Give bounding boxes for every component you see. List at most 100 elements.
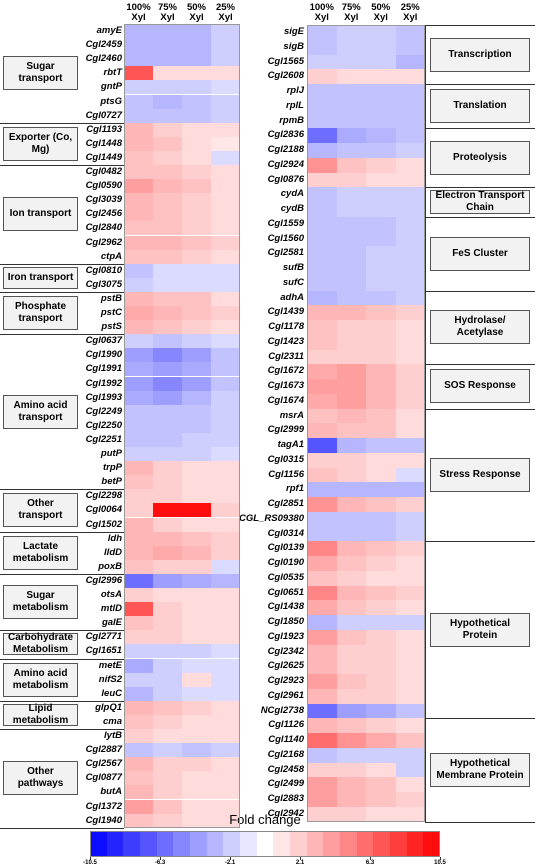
heat-cell	[395, 320, 425, 335]
heat-cell	[395, 246, 425, 261]
heat-cell	[307, 320, 337, 335]
gene-label: pstS	[101, 321, 122, 333]
gene-label: Cgl1448	[85, 137, 122, 149]
colorbar-tick-label: -10.5	[83, 860, 97, 866]
heat-cell	[153, 447, 182, 462]
gene-label: Cgl1651	[85, 645, 122, 657]
heat-cell	[124, 136, 153, 151]
heat-cell	[124, 447, 153, 462]
heat-cell	[153, 686, 182, 701]
heat-cell	[153, 757, 182, 772]
heat-cell	[366, 615, 396, 630]
heat-cell	[182, 221, 211, 236]
group-separator	[425, 290, 535, 292]
heat-cell	[124, 700, 153, 715]
heat-cell	[307, 570, 337, 586]
heat-cell	[395, 467, 425, 483]
heat-cell	[366, 659, 396, 674]
heat-cell	[395, 556, 425, 571]
heat-cell	[307, 408, 337, 424]
heat-cell	[395, 334, 425, 350]
gene-label: Cgl0315	[267, 453, 304, 465]
heat-cell	[307, 674, 337, 689]
gene-label: rplJ	[286, 85, 304, 96]
gene-label: Cgl2249	[85, 405, 122, 417]
colorbar-tick-label: -2.1	[224, 860, 236, 866]
heat-cell	[153, 404, 182, 419]
colorbar-tick	[160, 857, 161, 860]
heat-cell	[182, 207, 211, 222]
heat-cell	[336, 172, 366, 188]
heat-cell	[366, 187, 396, 202]
heat-cell	[395, 585, 425, 601]
heat-cell	[182, 602, 211, 617]
group-separator	[0, 263, 124, 265]
group-label: Iron transport	[3, 266, 78, 289]
heat-cell	[336, 379, 366, 394]
heat-cell	[124, 52, 153, 67]
heat-cell	[182, 559, 211, 574]
heat-cell	[124, 165, 153, 180]
heat-cell	[211, 475, 240, 490]
heat-cell	[395, 511, 425, 527]
heat-cell	[307, 556, 337, 571]
heat-cell	[182, 94, 211, 109]
colorbar-step	[423, 831, 441, 857]
gene-label: Cgl1372	[85, 800, 122, 812]
gene-label: otsA	[100, 589, 122, 600]
gene-label: amyE	[96, 25, 122, 36]
heat-cell	[336, 792, 366, 807]
colorbar-frame	[90, 831, 440, 857]
heat-cell	[182, 447, 211, 462]
heat-cell	[211, 348, 240, 363]
heat-cell	[307, 659, 337, 674]
heat-cell	[395, 806, 425, 822]
heat-cell	[182, 320, 211, 335]
gene-label: Cgl1193	[86, 123, 122, 135]
heat-cell	[336, 570, 366, 586]
group-separator	[425, 187, 535, 189]
heat-cell	[395, 423, 425, 438]
gene-label: CGL_RS09380	[239, 512, 304, 524]
heat-cell	[336, 393, 366, 409]
gene-label: Cgl1993	[85, 391, 122, 403]
heat-cell	[182, 80, 211, 95]
heat-cell	[124, 362, 153, 377]
gene-label: Cgl0482	[85, 166, 122, 177]
colorbar-tick	[440, 857, 441, 860]
heat-cell	[395, 674, 425, 689]
colorbar-tick-label: 10.5	[434, 860, 446, 866]
gene-label: metE	[98, 659, 122, 671]
heat-cell	[366, 202, 396, 217]
heat-cell	[336, 747, 366, 763]
colorbar-step	[290, 831, 308, 857]
heat-cell	[153, 235, 182, 250]
heat-cell	[336, 246, 366, 261]
colorbar-step	[373, 831, 391, 857]
heat-cell	[124, 207, 153, 222]
heat-cell	[211, 700, 240, 715]
group-divider	[425, 25, 426, 822]
heat-cell	[336, 600, 366, 615]
heat-cell	[336, 261, 366, 276]
heat-cell	[395, 305, 425, 320]
gene-label: Cgl1439	[267, 306, 304, 318]
heat-cell	[211, 432, 240, 447]
heat-cell	[182, 545, 211, 560]
heat-cell	[211, 644, 240, 659]
gene-label: Cgl1126	[268, 719, 304, 731]
heat-cell	[366, 703, 396, 719]
heat-cell	[366, 733, 396, 748]
colorbar-step	[323, 831, 341, 857]
gene-label: glpQ1	[95, 701, 122, 713]
heat-cell	[153, 221, 182, 236]
colorbar-step	[240, 831, 258, 857]
heat-cell	[366, 777, 396, 792]
heat-cell	[336, 231, 366, 247]
heat-cell	[211, 602, 240, 617]
heat-cell	[395, 202, 425, 217]
heat-cell	[124, 38, 153, 53]
heat-cell	[336, 526, 366, 542]
group-label: Amino acid transport	[3, 394, 78, 429]
gene-label: Cgl2887	[85, 744, 122, 756]
